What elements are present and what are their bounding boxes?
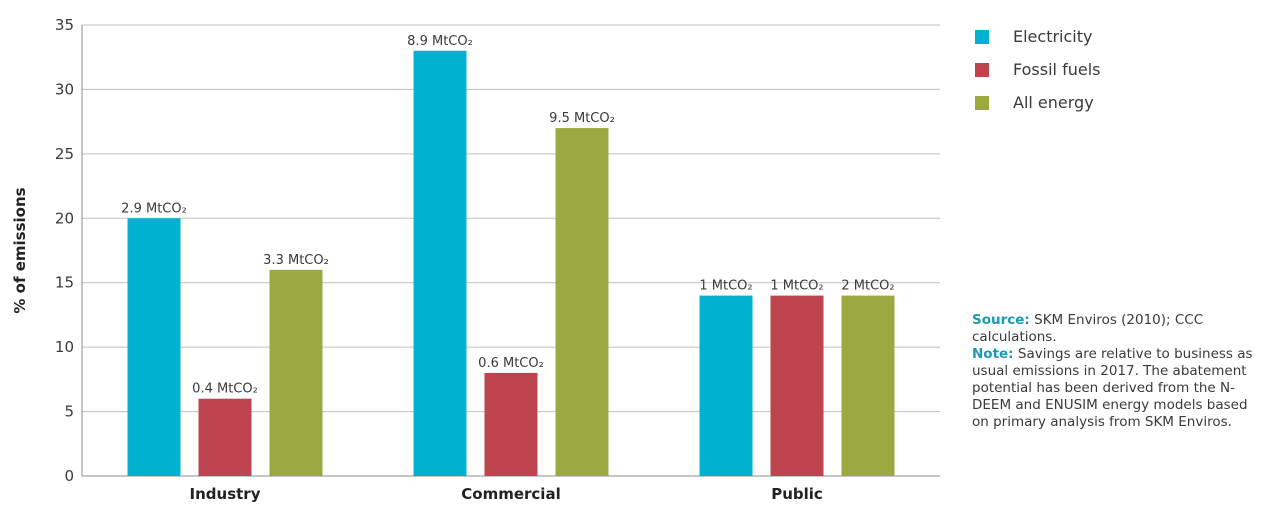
- legend-swatch-fossil-fuels: [975, 62, 989, 77]
- data-label: 2.9 MtCO₂: [121, 201, 187, 216]
- legend-swatch-electricity: [975, 29, 989, 44]
- y-tick-label: 20: [55, 209, 74, 227]
- legend-item-fossil-fuels: Fossil fuels: [975, 53, 1100, 86]
- source-label: Source:: [972, 312, 1030, 328]
- bar: [484, 372, 538, 476]
- data-label: 3.3 MtCO₂: [263, 253, 329, 268]
- bar: [198, 398, 252, 476]
- bar: [699, 295, 753, 476]
- data-label: 1 MtCO₂: [770, 279, 823, 294]
- bar: [127, 218, 181, 477]
- y-tick-label: 30: [55, 80, 74, 98]
- note-text: Savings are relative to business as usua…: [972, 346, 1253, 430]
- y-tick-label: 25: [55, 145, 74, 163]
- chart-notes: Source: SKM Enviros (2010); CCC calculat…: [972, 312, 1264, 431]
- x-category-label: Commercial: [461, 485, 560, 503]
- bar: [269, 269, 323, 476]
- y-axis-label: % of emissions: [11, 187, 29, 313]
- y-tick-label: 10: [55, 338, 74, 356]
- data-label: 8.9 MtCO₂: [407, 34, 473, 49]
- legend-label: All energy: [1013, 93, 1094, 112]
- bar-chart: 0 5 10 15 20 25 30 35 % of emissions 2.9 MtCO₂ 0.4…: [11, 16, 940, 503]
- data-label: 1 MtCO₂: [699, 279, 752, 294]
- legend-item-electricity: Electricity: [975, 20, 1100, 53]
- legend-swatch-all-energy: [975, 95, 989, 110]
- source-text: SKM Enviros (2010); CCC calculations.: [972, 312, 1204, 345]
- data-label: 2 MtCO₂: [841, 279, 894, 294]
- legend-item-all-energy: All energy: [975, 86, 1100, 119]
- bar: [413, 50, 467, 477]
- legend-label: Electricity: [1013, 27, 1093, 46]
- bar: [841, 295, 895, 476]
- data-label: 0.4 MtCO₂: [192, 382, 258, 397]
- x-category-label: Industry: [190, 485, 261, 503]
- x-category-label: Public: [771, 485, 823, 503]
- legend-label: Fossil fuels: [1013, 60, 1101, 79]
- data-label: 9.5 MtCO₂: [549, 111, 615, 126]
- y-tick-label: 0: [64, 467, 74, 485]
- legend: Electricity Fossil fuels All energy: [975, 20, 1100, 119]
- y-tick-label: 5: [64, 403, 74, 421]
- y-tick-label: 15: [55, 274, 74, 292]
- note-paragraph: Note: Savings are relative to business a…: [972, 346, 1264, 431]
- y-tick-label: 35: [55, 16, 74, 34]
- source-note: Source: SKM Enviros (2010); CCC calculat…: [972, 312, 1264, 346]
- note-label: Note:: [972, 346, 1014, 362]
- bar: [770, 295, 824, 476]
- data-label: 0.6 MtCO₂: [478, 356, 544, 371]
- bar: [555, 128, 609, 477]
